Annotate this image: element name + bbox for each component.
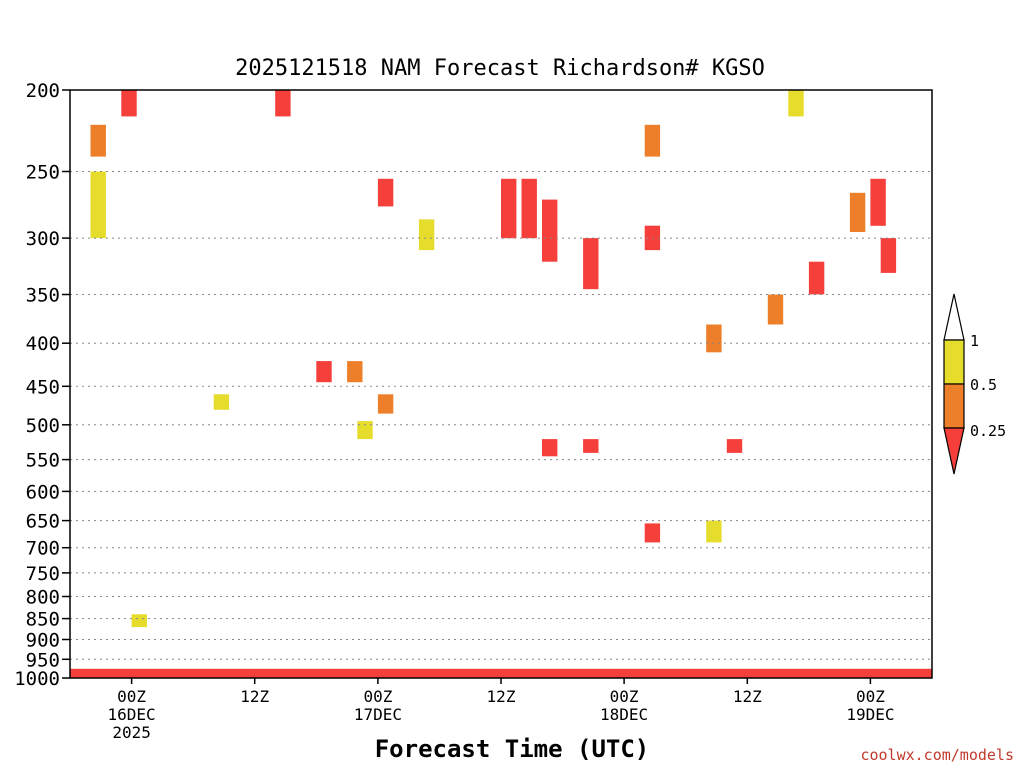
y-tick-label: 750: [26, 563, 60, 585]
x-tick-label: 00Z: [363, 687, 392, 706]
heatmap-cell: [213, 394, 230, 410]
y-tick-label: 450: [26, 376, 60, 398]
y-tick-label: 600: [26, 481, 60, 503]
surface-low-ri-band: [70, 668, 932, 678]
heatmap-cell: [316, 361, 332, 383]
x-axis-label: Forecast Time (UTC): [375, 735, 650, 763]
y-tick-label: 900: [26, 630, 60, 652]
heatmap-cell: [501, 178, 517, 239]
heatmap-cell: [788, 90, 804, 117]
colorbar-label: 0.25: [970, 422, 1006, 440]
y-tick-label: 850: [26, 609, 60, 631]
heatmap-cell: [726, 439, 743, 453]
colorbar-label: 1: [970, 332, 979, 350]
y-tick-label: 800: [26, 587, 60, 609]
chart-title: 2025121518 NAM Forecast Richardson# KGSO: [235, 56, 765, 81]
heatmap-cell: [583, 238, 599, 290]
heatmap-cell: [706, 324, 722, 353]
y-tick-label: 350: [26, 285, 60, 307]
heatmap-cell: [767, 294, 784, 325]
surface-band: [70, 668, 932, 678]
x-tick-date-label: 17DEC: [354, 705, 402, 724]
heatmap-cell: [644, 523, 661, 543]
heatmap-cell: [521, 178, 537, 239]
heatmap-cell: [90, 124, 106, 157]
heatmap-cell: [121, 90, 137, 117]
heatmap-cells: [90, 90, 897, 628]
y-tick-label: 400: [26, 333, 60, 355]
heatmap-cell: [880, 238, 897, 273]
colorbar-bottom-arrow: [943, 427, 965, 475]
y-tick-label: 650: [26, 511, 60, 533]
y-tick-label: 700: [26, 538, 60, 560]
colorbar-label: 0.5: [970, 376, 997, 394]
heatmap-cell: [131, 614, 147, 628]
x-tick-year-label: 2025: [112, 723, 151, 742]
heatmap-cell: [542, 439, 558, 457]
heatmap-cell: [357, 421, 373, 440]
heatmap-cell: [347, 361, 363, 383]
y-tick-label: 300: [26, 228, 60, 250]
heatmap-cell: [849, 192, 866, 232]
x-tick-date-label: 18DEC: [600, 705, 648, 724]
colorbar-legend: 1 0.5 0.25: [943, 293, 1006, 475]
x-tick-label: 00Z: [610, 687, 639, 706]
y-tick-label: 1000: [14, 668, 60, 690]
heatmap-cell: [418, 219, 435, 251]
x-tick-label: 00Z: [856, 687, 885, 706]
x-tick-label: 12Z: [487, 687, 516, 706]
heatmap-cell: [644, 124, 661, 157]
colorbar-segment: [943, 383, 965, 429]
y-tick-label: 950: [26, 649, 60, 671]
y-tick-label: 500: [26, 415, 60, 437]
heatmap-cell: [870, 178, 886, 226]
heatmap-cell: [377, 394, 394, 414]
x-tick-label: 12Z: [240, 687, 269, 706]
credit-text: coolwx.com/models: [860, 746, 1014, 764]
heatmap-cell: [583, 439, 599, 453]
y-axis: 200 250 300 350 400 450 500 550 600 650 700 7508008…: [14, 80, 70, 690]
y-tick-label: 250: [26, 162, 60, 184]
x-tick-date-label: 19DEC: [846, 705, 894, 724]
x-tick-label: 12Z: [733, 687, 762, 706]
colorbar-segment: [943, 339, 965, 385]
heatmap-cell: [706, 520, 722, 543]
heatmap-cell: [377, 178, 394, 207]
heatmap-cell: [808, 261, 825, 295]
x-tick-date-label: 16DEC: [108, 705, 156, 724]
heatmap-cell: [90, 171, 106, 239]
y-tick-label: 200: [26, 80, 60, 102]
y-tick-label: 550: [26, 450, 60, 472]
x-tick-label: 00Z: [117, 687, 146, 706]
heatmap-cell: [275, 90, 291, 117]
heatmap-cell: [542, 199, 558, 262]
